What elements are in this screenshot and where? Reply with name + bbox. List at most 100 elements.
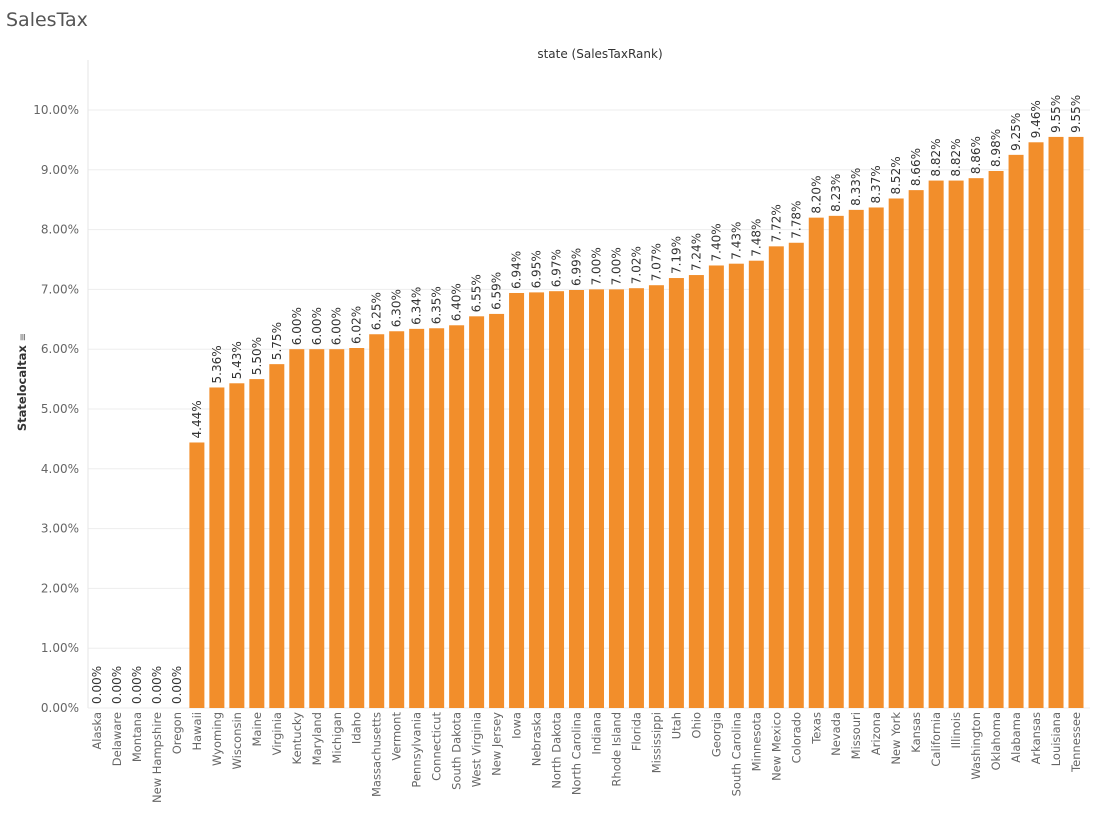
bar[interactable] xyxy=(968,178,984,708)
bar[interactable] xyxy=(608,289,624,708)
bar[interactable] xyxy=(1028,142,1044,709)
bar[interactable] xyxy=(329,349,345,708)
x-tick-label: Maine xyxy=(250,712,264,747)
bar[interactable] xyxy=(648,285,664,708)
bar[interactable] xyxy=(888,198,904,708)
y-tick-label: 2.00% xyxy=(41,581,79,595)
y-axis-ticks: 0.00% 1.00% 2.00% 3.00% 4.00% 5.00% 6.00% 7.00%… xyxy=(33,103,79,715)
data-labels: 0.00% 0.00% 0.00% 0.00% 0.00% 4.44% 5.36% 5.43%… xyxy=(90,95,1083,704)
bar[interactable] xyxy=(469,316,485,708)
bar[interactable] xyxy=(1048,136,1064,708)
bar[interactable] xyxy=(269,364,285,708)
x-tick-label: New Jersey xyxy=(490,712,504,776)
bar[interactable] xyxy=(828,215,844,708)
data-label: 5.75% xyxy=(270,322,284,360)
bar[interactable] xyxy=(489,313,505,708)
data-label: 0.00% xyxy=(150,666,164,704)
x-tick-label: Utah xyxy=(669,712,683,739)
data-label: 0.00% xyxy=(130,666,144,704)
x-axis-header: state (SalesTaxRank) xyxy=(537,47,663,61)
x-tick-label: Arizona xyxy=(869,712,883,755)
x-tick-label: Montana xyxy=(130,712,144,762)
bar[interactable] xyxy=(369,334,385,708)
x-tick-label: Illinois xyxy=(949,712,963,749)
x-tick-label: Massachusetts xyxy=(370,712,384,797)
bars[interactable] xyxy=(189,136,1084,709)
data-label: 6.94% xyxy=(510,251,524,289)
bar[interactable] xyxy=(549,291,565,708)
x-tick-label: Ohio xyxy=(689,712,703,739)
data-label: 7.78% xyxy=(789,201,803,239)
page-title: SalesTax xyxy=(6,9,88,31)
bar[interactable] xyxy=(389,331,405,708)
x-tick-label: Maryland xyxy=(310,712,324,765)
bar[interactable] xyxy=(688,275,704,708)
bar[interactable] xyxy=(928,180,944,709)
bar[interactable] xyxy=(509,292,525,708)
bar[interactable] xyxy=(429,328,445,708)
bar[interactable] xyxy=(868,207,884,708)
data-label: 7.48% xyxy=(749,219,763,257)
data-label: 9.55% xyxy=(1069,95,1083,133)
x-tick-label: Oklahoma xyxy=(989,712,1003,771)
bar[interactable] xyxy=(808,217,824,708)
data-label: 6.55% xyxy=(470,274,484,312)
bar[interactable] xyxy=(1068,136,1084,708)
bar[interactable] xyxy=(588,289,604,708)
bar[interactable] xyxy=(409,328,425,708)
data-label: 6.30% xyxy=(390,289,404,327)
bar[interactable] xyxy=(249,379,265,708)
bar[interactable] xyxy=(748,260,764,708)
bar[interactable] xyxy=(309,349,325,708)
data-label: 6.25% xyxy=(370,292,384,330)
bar[interactable] xyxy=(449,325,465,708)
x-tick-label: Minnesota xyxy=(749,712,763,771)
bar[interactable] xyxy=(788,242,804,709)
x-tick-label: New York xyxy=(889,712,903,765)
bar[interactable] xyxy=(768,246,784,708)
x-tick-label: New Mexico xyxy=(769,712,783,781)
x-tick-label: Pennsylvania xyxy=(410,712,424,788)
data-label: 4.44% xyxy=(190,400,204,438)
x-tick-label: Michigan xyxy=(330,712,344,764)
bar[interactable] xyxy=(948,180,964,709)
bar[interactable] xyxy=(209,387,225,708)
bar[interactable] xyxy=(908,190,924,708)
x-tick-label: Tennessee xyxy=(1069,712,1083,773)
y-tick-label: 1.00% xyxy=(41,641,79,655)
bar[interactable] xyxy=(189,442,205,708)
y-tick-label: 8.00% xyxy=(41,223,79,237)
data-label: 6.02% xyxy=(350,306,364,344)
data-label: 9.25% xyxy=(1009,113,1023,151)
bar[interactable] xyxy=(848,209,864,708)
bar[interactable] xyxy=(289,349,305,708)
x-tick-label: Alaska xyxy=(90,712,104,750)
x-tick-label: South Carolina xyxy=(729,712,743,796)
bar[interactable] xyxy=(529,292,545,708)
bar[interactable] xyxy=(668,278,684,708)
bar[interactable] xyxy=(1008,154,1024,709)
bar[interactable] xyxy=(728,263,744,708)
data-label: 9.46% xyxy=(1029,100,1043,138)
data-label: 7.07% xyxy=(649,243,663,281)
data-label: 5.36% xyxy=(210,345,224,383)
x-tick-label: Missouri xyxy=(849,712,863,759)
bar[interactable] xyxy=(988,170,1004,709)
x-tick-label: Colorado xyxy=(789,712,803,763)
data-label: 8.52% xyxy=(889,156,903,194)
data-label: 8.86% xyxy=(969,136,983,174)
x-tick-label: Connecticut xyxy=(430,712,444,781)
data-label: 5.43% xyxy=(230,341,244,379)
bar[interactable] xyxy=(628,288,644,708)
bar[interactable] xyxy=(349,348,365,708)
bar[interactable] xyxy=(229,383,245,708)
x-tick-label: South Dakota xyxy=(450,712,464,790)
data-label: 7.40% xyxy=(709,223,723,261)
x-tick-label: Arkansas xyxy=(1029,712,1043,764)
bar[interactable] xyxy=(569,289,585,708)
data-label: 8.66% xyxy=(909,148,923,186)
x-tick-label: Nebraska xyxy=(530,712,544,766)
bar[interactable] xyxy=(708,265,724,708)
y-tick-label: 7.00% xyxy=(41,282,79,296)
x-tick-label: Kentucky xyxy=(290,712,304,765)
